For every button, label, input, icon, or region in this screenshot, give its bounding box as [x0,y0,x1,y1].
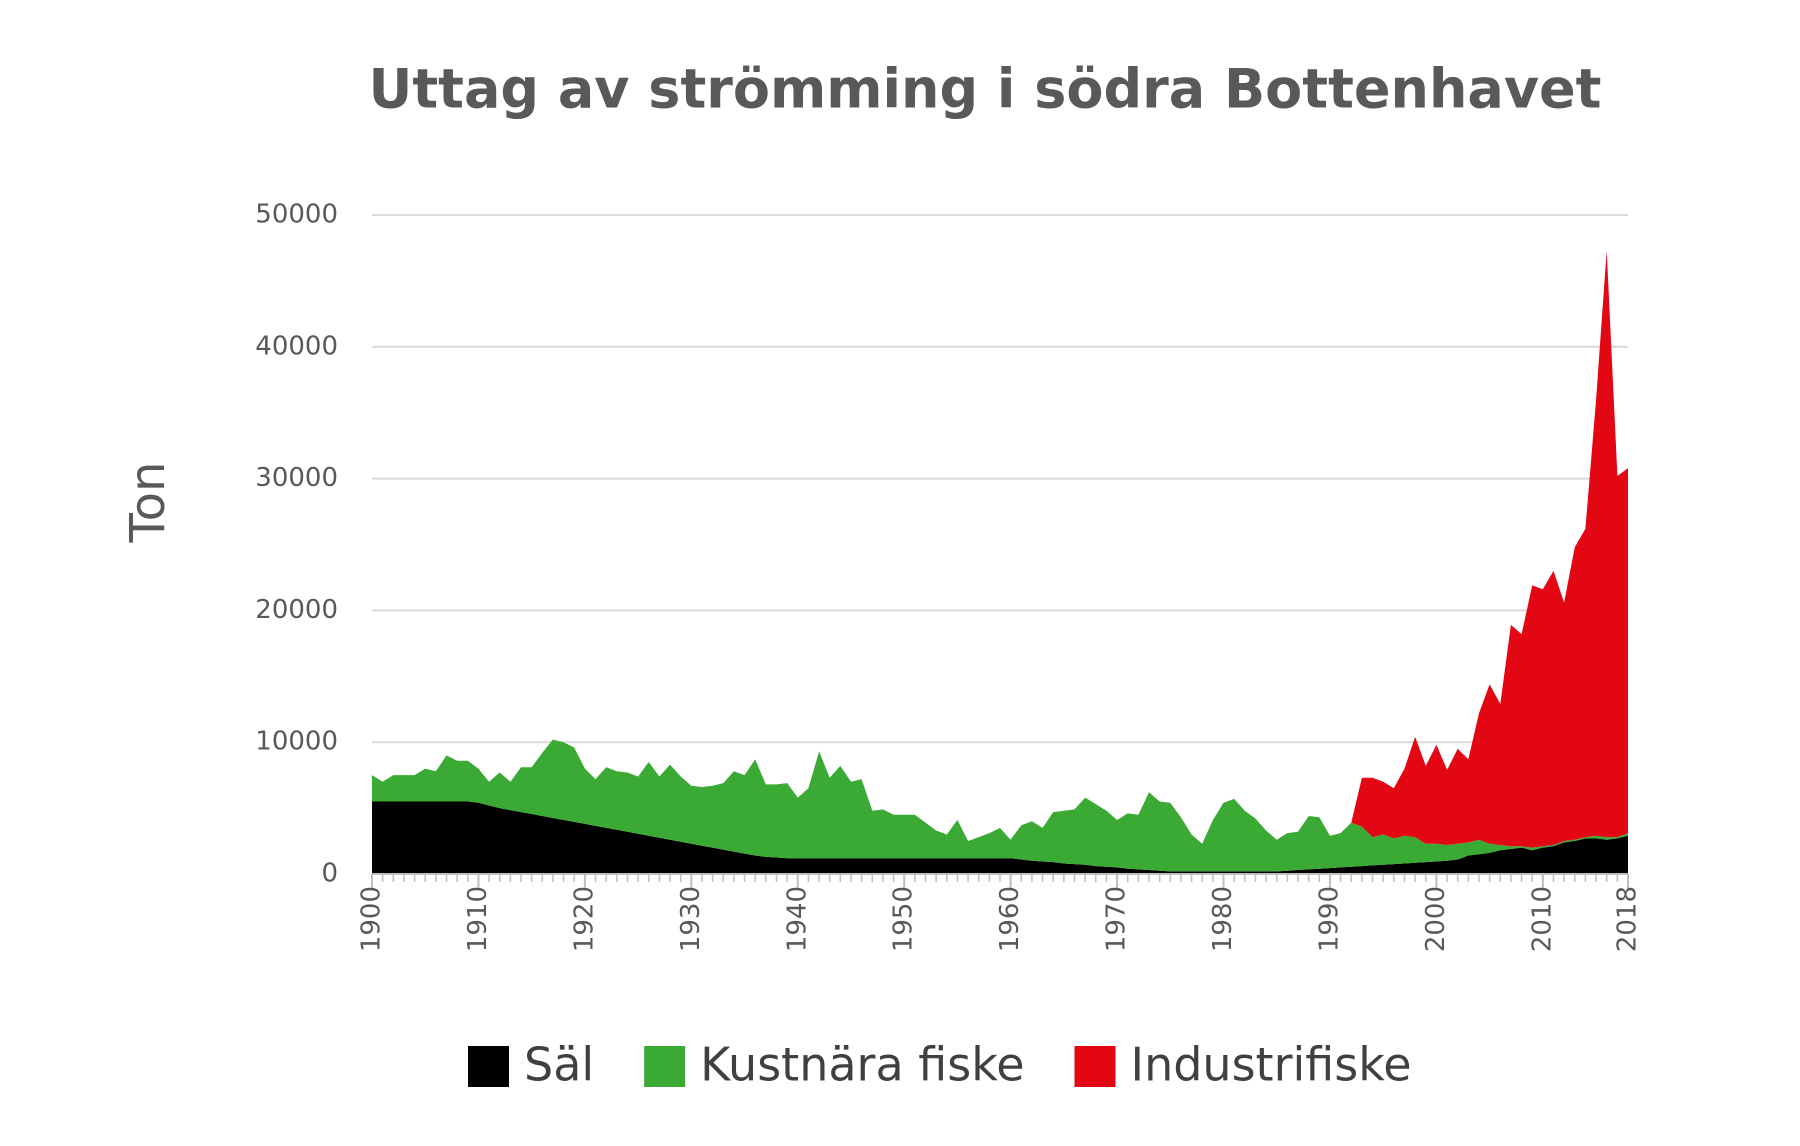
x-tick-label: 1990 [1314,886,1344,952]
x-tick-label: 2000 [1421,886,1451,952]
legend-swatch [644,1046,686,1087]
x-tick-label: 1960 [995,886,1025,952]
y-tick-label: 0 [321,859,338,889]
x-tick-label: 1980 [1208,886,1238,952]
legend-swatch [1074,1046,1116,1087]
x-tick-label: 1900 [357,886,387,952]
legend-label: Industrifiske [1131,1038,1412,1092]
x-tick-label: 2010 [1527,886,1557,952]
x-tick-label: 1940 [782,886,812,952]
legend-label: Kustnära fiske [700,1038,1024,1092]
legend-label: Säl [524,1038,594,1092]
area [372,801,1628,874]
y-tick-label: 40000 [255,331,338,361]
y-tick-label: 20000 [255,595,338,625]
y-tick-label: 10000 [255,727,338,757]
x-tick-label: 1920 [569,886,599,952]
area [372,739,1628,872]
x-tick-label: 1950 [889,886,919,952]
legend-swatch [468,1046,509,1087]
x-tick-label: 1910 [463,886,493,952]
chart-title: Uttag av strömming i södra Bottenhavet [369,58,1602,121]
y-tick-label: 30000 [255,463,338,493]
area [1351,250,1628,848]
y-tick-label: 50000 [255,200,338,230]
x-tick-label: 2018 [1613,886,1643,952]
x-tick-label: 1970 [1102,886,1132,952]
x-tick-label: 1930 [676,886,706,952]
y-axis-label: Ton [120,462,176,544]
